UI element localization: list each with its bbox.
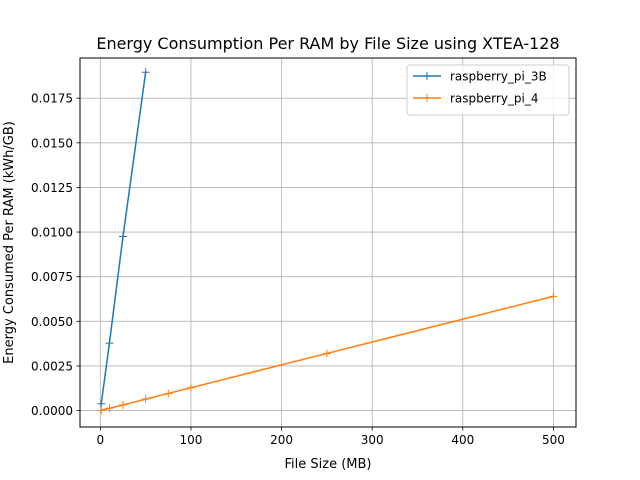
y-tick-label: 0.0125 <box>31 181 73 195</box>
data-point-marker <box>105 404 114 413</box>
legend-marker-swatch <box>423 94 431 102</box>
data-point-marker <box>118 400 127 409</box>
data-point-marker <box>97 406 106 415</box>
data-point-marker <box>322 349 331 358</box>
series-line <box>100 71 147 405</box>
legend-item: raspberry_pi_3B <box>413 70 547 84</box>
series-raspberry_pi_4 <box>97 292 558 415</box>
x-tick-label: 0 <box>97 433 105 447</box>
data-series <box>97 68 558 415</box>
chart-title: Energy Consumption Per RAM by File Size … <box>96 34 559 53</box>
y-axis-ticks: 0.0000 0.0025 0.0050 0.0075 0.0100 0.0125 0.01… <box>31 92 80 418</box>
data-point-marker <box>118 232 127 241</box>
x-tick-label: 500 <box>542 433 565 447</box>
x-tick-label: 300 <box>361 433 384 447</box>
legend-marker-swatch <box>423 72 431 80</box>
data-point-marker <box>186 383 195 392</box>
y-tick-label: 0.0075 <box>31 270 73 284</box>
series-raspberry_pi_3B <box>97 68 150 408</box>
legend-item: raspberry_pi_4 <box>413 92 539 106</box>
y-tick-label: 0.0050 <box>31 315 73 329</box>
legend: raspberry_pi_3B raspberry_pi_4 <box>406 64 570 116</box>
grid-lines <box>80 58 576 427</box>
y-tick-label: 0.0025 <box>31 359 73 373</box>
y-tick-label: 0.0100 <box>31 226 73 240</box>
data-point-marker <box>141 68 150 77</box>
legend-label: raspberry_pi_3B <box>450 70 547 84</box>
legend-box <box>406 64 570 116</box>
y-tick-label: 0.0175 <box>31 92 73 106</box>
y-tick-label: 0.0150 <box>31 136 73 150</box>
data-point-marker <box>164 389 173 398</box>
series-line <box>100 295 555 412</box>
x-tick-label: 200 <box>270 433 293 447</box>
data-point-marker <box>549 292 558 301</box>
x-axis-ticks: 0 100 200 300 400 500 <box>97 427 565 447</box>
data-point-marker <box>105 339 114 348</box>
legend-label: raspberry_pi_4 <box>450 92 539 106</box>
data-point-marker <box>141 395 150 404</box>
x-axis-label: File Size (MB) <box>285 457 372 472</box>
x-tick-label: 100 <box>179 433 202 447</box>
x-tick-label: 400 <box>451 433 474 447</box>
y-axis-label: Energy Consumed Per RAM (kWh/GB) <box>2 121 17 364</box>
y-tick-label: 0.0000 <box>31 404 73 418</box>
plot-area-frame <box>79 57 577 428</box>
